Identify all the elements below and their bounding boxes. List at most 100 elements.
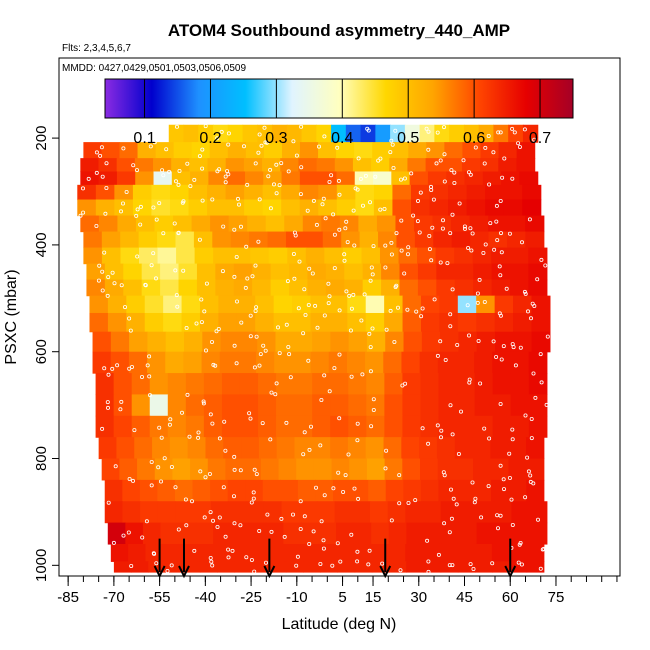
sample-marker: [192, 548, 197, 553]
heatmap-cell: [526, 561, 545, 573]
sample-marker: [259, 143, 264, 148]
sample-marker: [232, 467, 237, 472]
heatmap-cell: [252, 279, 272, 297]
heatmap-cell: [458, 331, 478, 353]
heatmap-cell: [202, 331, 222, 353]
heatmap-cell: [173, 215, 193, 233]
heatmap-cell: [220, 331, 240, 353]
heatmap-cell: [325, 279, 345, 297]
sample-marker: [468, 226, 473, 231]
heatmap-cell: [113, 415, 133, 438]
sample-marker: [402, 176, 407, 181]
heatmap-cell: [369, 501, 389, 524]
sample-marker: [466, 245, 471, 250]
heatmap-cell: [212, 231, 232, 249]
heatmap-cell: [511, 501, 530, 524]
sample-marker: [238, 224, 243, 229]
sample-marker: [154, 217, 159, 222]
sample-marker: [384, 448, 389, 453]
sample-marker: [442, 152, 447, 157]
heatmap-cell: [334, 158, 354, 173]
heatmap-cell: [448, 184, 468, 201]
heatmap-cell: [429, 184, 449, 201]
heatmap-cell: [342, 247, 363, 265]
sample-marker: [265, 512, 270, 517]
heatmap-cell: [434, 124, 450, 143]
heatmap-cell: [149, 415, 169, 438]
heatmap-cell: [215, 263, 235, 281]
sample-marker: [499, 250, 504, 255]
sample-marker: [383, 466, 388, 471]
heatmap-cell: [454, 263, 474, 281]
x-tick-label: 75: [548, 589, 565, 606]
sample-marker: [176, 182, 181, 187]
heatmap-cell: [151, 184, 171, 201]
heatmap-cell: [208, 171, 228, 186]
heatmap-cell: [389, 158, 409, 173]
y-tick-label: 400: [33, 232, 50, 257]
heatmap-cell: [114, 184, 134, 201]
heatmap-cell: [207, 199, 227, 217]
heatmap-cell: [365, 295, 385, 314]
sample-marker: [347, 293, 352, 298]
heatmap-cell: [331, 458, 350, 481]
heatmap-cell: [493, 501, 513, 524]
sample-marker: [316, 144, 321, 149]
heatmap-cell: [365, 437, 385, 460]
heatmap-cell: [113, 561, 132, 573]
dates-label: MMDD: 0427,0429,0501,0503,0506,0509: [62, 63, 246, 74]
sample-marker: [221, 224, 226, 229]
sample-marker: [494, 203, 499, 208]
sample-marker: [432, 297, 437, 302]
heatmap-cell: [83, 247, 103, 265]
heatmap-cell: [273, 295, 293, 314]
sample-marker: [100, 288, 105, 293]
sample-marker: [482, 161, 487, 166]
sample-marker: [487, 436, 492, 441]
sample-marker: [360, 203, 365, 208]
x-axis: -85 -70 -55 -40 -25 -10 5 15 30 45 60 75: [57, 576, 618, 606]
heatmap-cell: [296, 458, 315, 481]
sample-marker: [321, 546, 326, 551]
sample-marker: [138, 222, 143, 227]
heatmap-cell: [491, 247, 511, 265]
sample-marker: [345, 240, 350, 245]
sample-marker: [426, 147, 431, 152]
colorbar-gradient: [104, 78, 574, 119]
sample-marker: [201, 401, 206, 406]
sample-marker: [352, 243, 357, 248]
heatmap-cell: [285, 231, 305, 249]
sample-marker: [217, 436, 222, 441]
heatmap-cell: [360, 124, 376, 143]
heatmap-cell: [193, 231, 213, 249]
heatmap-cell: [328, 351, 348, 374]
heatmap-cell: [299, 501, 318, 524]
sample-marker: [342, 252, 347, 257]
heatmap-cell: [506, 231, 526, 249]
heatmap-cell: [183, 124, 199, 143]
sample-marker: [451, 496, 456, 501]
sample-marker: [274, 381, 279, 386]
heatmap-cell: [469, 215, 489, 233]
sample-marker: [238, 523, 243, 528]
sample-marker: [507, 231, 512, 236]
sample-marker: [162, 456, 167, 461]
heatmap-cell: [178, 279, 198, 297]
heatmap-cell: [134, 437, 153, 460]
heatmap-cell: [178, 522, 197, 545]
sample-marker: [504, 286, 509, 291]
sample-marker: [225, 169, 230, 174]
sample-marker: [498, 463, 503, 468]
sample-marker: [523, 413, 528, 418]
heatmap-cell: [199, 312, 219, 333]
heatmap-cell: [492, 415, 512, 438]
heatmap-cell: [151, 199, 171, 217]
heatmap-cell: [420, 312, 440, 333]
heatmap-cell: [137, 458, 156, 481]
heatmap-cell: [381, 279, 401, 297]
sample-marker: [525, 455, 530, 460]
heatmap-cell: [210, 215, 230, 233]
heatmap-cell: [315, 479, 334, 502]
sample-marker: [241, 144, 246, 149]
sample-marker: [297, 259, 302, 264]
